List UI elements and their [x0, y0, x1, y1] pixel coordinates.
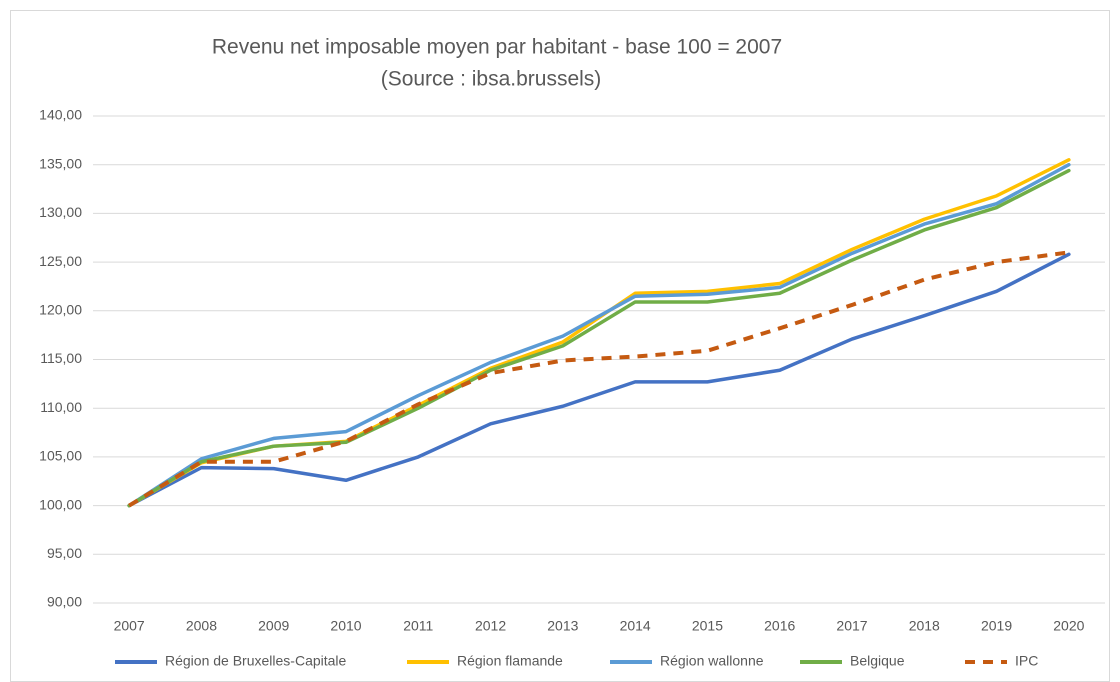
y-tick-label: 100,00	[39, 496, 82, 512]
legend-label: Région flamande	[457, 653, 563, 669]
legend-label: Région wallonne	[660, 653, 764, 669]
x-tick-label: 2007	[114, 618, 145, 634]
legend-label: IPC	[1015, 653, 1038, 669]
series-line	[127, 252, 1071, 508]
y-tick-label: 130,00	[39, 204, 82, 220]
y-tick-label: 125,00	[39, 253, 82, 269]
x-tick-label: 2016	[764, 618, 795, 634]
y-tick-label: 105,00	[39, 448, 82, 464]
y-tick-label: 135,00	[39, 155, 82, 171]
x-tick-label: 2015	[692, 618, 723, 634]
x-tick-label: 2009	[258, 618, 289, 634]
x-tick-label: 2019	[981, 618, 1012, 634]
x-tick-label: 2020	[1053, 618, 1084, 634]
x-tick-label: 2012	[475, 618, 506, 634]
legend-label: Région de Bruxelles-Capitale	[165, 653, 347, 669]
series-line	[128, 250, 1070, 508]
y-tick-label: 120,00	[39, 302, 82, 318]
series-line	[127, 162, 1071, 508]
chart-subtitle: (Source : ibsa.brussels)	[381, 68, 602, 91]
y-tick-label: 140,00	[39, 107, 82, 123]
x-tick-label: 2017	[836, 618, 867, 634]
x-tick-label: 2008	[186, 618, 217, 634]
y-tick-label: 110,00	[40, 399, 82, 415]
x-tick-label: 2011	[403, 618, 433, 634]
legend-label: Belgique	[850, 653, 905, 669]
series-line	[127, 168, 1071, 508]
chart-title: Revenu net imposable moyen par habitant …	[212, 36, 782, 59]
y-tick-label: 90,00	[47, 594, 82, 610]
x-tick-label: 2014	[620, 618, 651, 634]
y-tick-label: 95,00	[47, 545, 82, 561]
x-tick-label: 2013	[547, 618, 578, 634]
x-tick-label: 2010	[330, 618, 361, 634]
x-tick-label: 2018	[909, 618, 940, 634]
y-tick-label: 115,00	[40, 350, 82, 366]
